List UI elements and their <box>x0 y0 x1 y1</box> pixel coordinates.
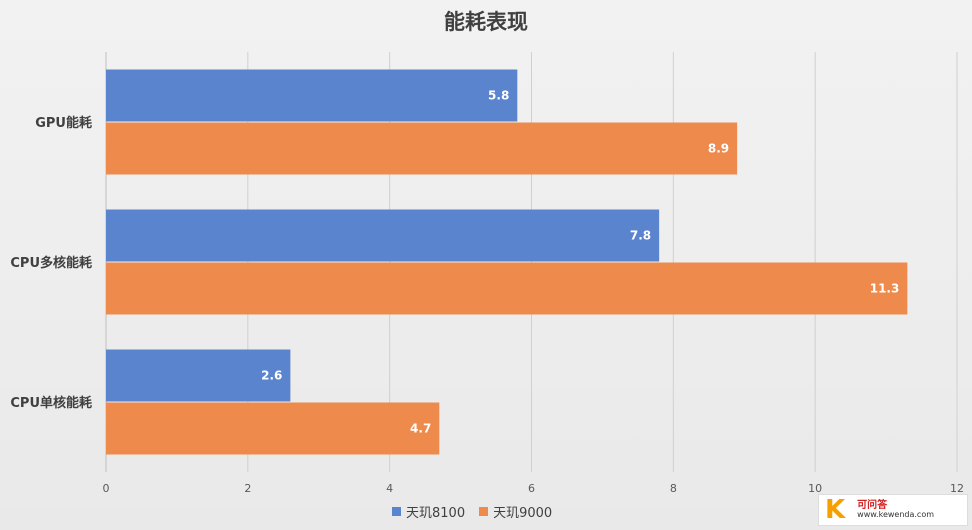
watermark-logo: K <box>825 495 846 525</box>
x-tick-label: 2 <box>244 482 251 495</box>
bars <box>106 69 908 455</box>
bar[interactable] <box>106 262 908 315</box>
legend-label-series-2: 天玑9000 <box>493 506 553 521</box>
watermark-url: www.kewenda.com <box>857 510 935 520</box>
bar[interactable] <box>106 69 518 122</box>
category-labels: GPU能耗 CPU多核能耗 CPU单核能耗 <box>10 115 92 411</box>
x-tick-labels: 0 2 4 6 8 10 12 <box>103 482 965 495</box>
data-label: 8.9 <box>708 142 729 156</box>
legend: 天玑8100 天玑9000 <box>392 502 552 521</box>
legend-swatch-series-1 <box>392 507 401 516</box>
x-tick-label: 0 <box>103 482 110 495</box>
x-tick-label: 6 <box>528 482 535 495</box>
legend-item-series-1[interactable]: 天玑8100 <box>392 502 465 521</box>
data-label: 2.6 <box>261 369 282 383</box>
data-label: 4.7 <box>410 422 431 436</box>
category-label: GPU能耗 <box>35 115 92 131</box>
x-tick-label: 4 <box>386 482 393 495</box>
category-label: CPU单核能耗 <box>10 395 92 411</box>
data-label: 5.8 <box>488 89 509 103</box>
bar[interactable] <box>106 209 660 262</box>
legend-label-series-1: 天玑8100 <box>406 506 466 521</box>
x-tick-label: 8 <box>670 482 677 495</box>
watermark: K 可问答 www.kewenda.com <box>818 494 968 526</box>
chart-title: 能耗表现 <box>444 10 528 34</box>
data-labels: 5.8 8.9 7.8 11.3 2.6 4.7 <box>261 89 899 436</box>
category-label: CPU多核能耗 <box>10 255 92 271</box>
legend-swatch-series-2 <box>479 507 489 516</box>
data-label: 7.8 <box>630 229 651 243</box>
bar[interactable] <box>106 349 291 402</box>
grid <box>105 52 958 472</box>
x-tick-label: 10 <box>808 482 822 495</box>
watermark-name: 可问答 <box>857 500 888 512</box>
legend-item-series-2[interactable]: 天玑9000 <box>479 502 552 521</box>
data-label: 11.3 <box>870 282 900 296</box>
x-tick-label: 12 <box>950 482 964 495</box>
bar[interactable] <box>106 122 738 175</box>
bar[interactable] <box>106 402 440 455</box>
